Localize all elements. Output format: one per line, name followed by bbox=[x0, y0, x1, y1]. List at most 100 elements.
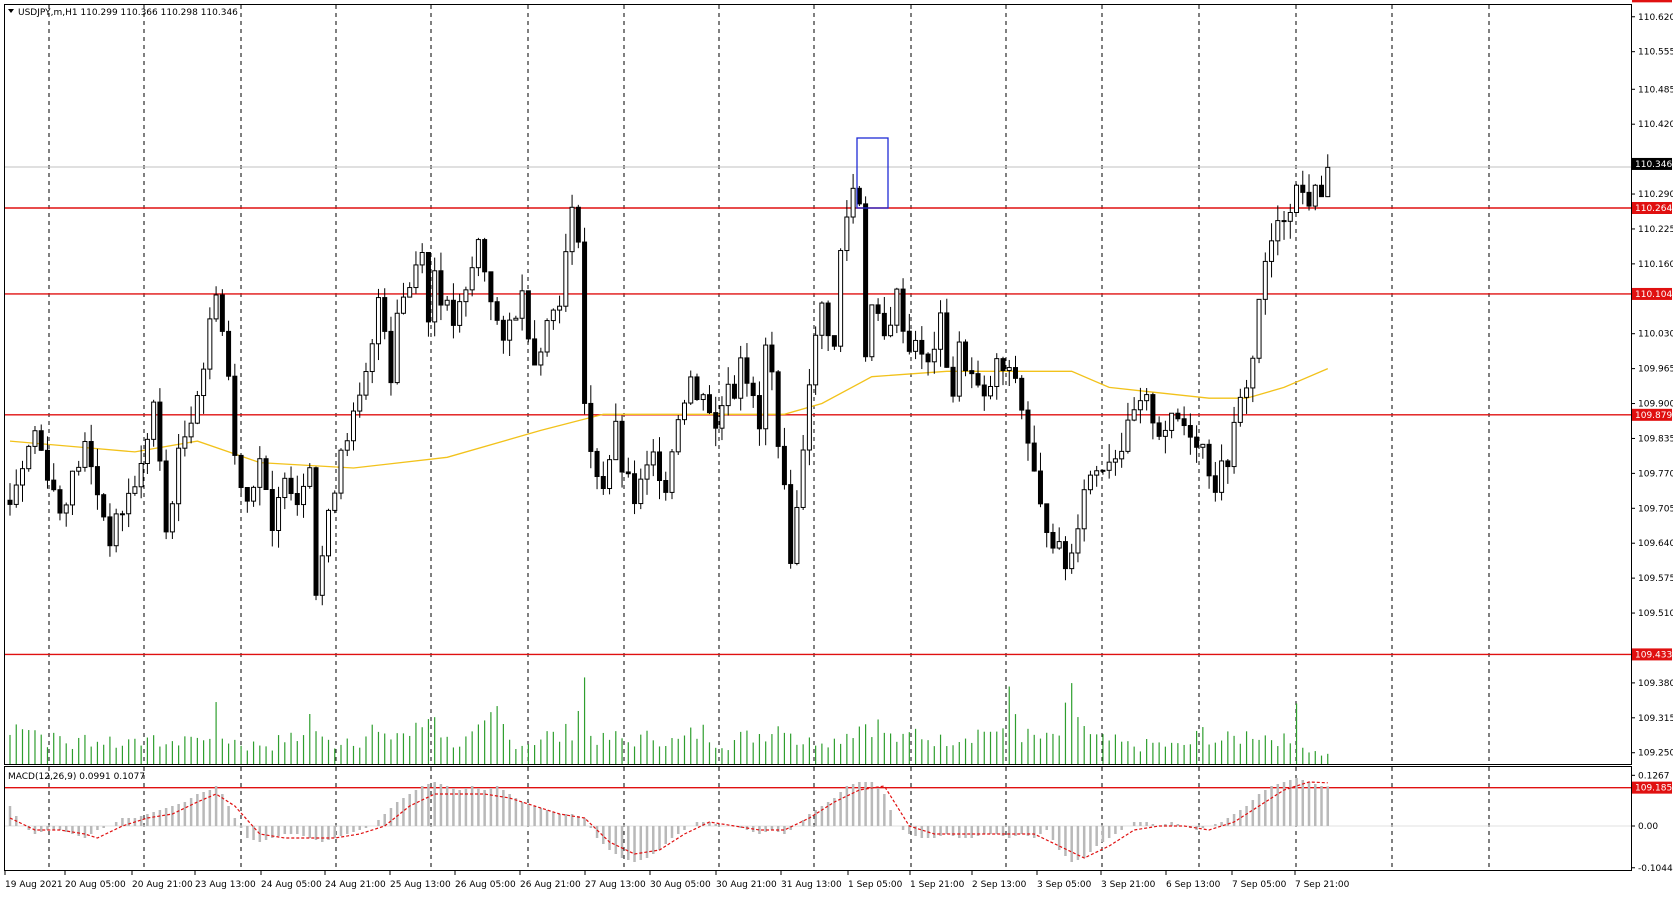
candle-body bbox=[369, 343, 375, 373]
candle-body bbox=[975, 373, 981, 386]
candle-body bbox=[700, 394, 706, 401]
candle-body bbox=[819, 302, 825, 336]
candle-body bbox=[756, 395, 762, 430]
candle-body bbox=[126, 492, 132, 515]
candle-body bbox=[432, 270, 438, 323]
ma-line bbox=[9, 368, 1329, 469]
candle-body bbox=[1000, 358, 1006, 372]
time-tick-label: 30 Aug 21:00 bbox=[716, 880, 777, 890]
candle-body bbox=[888, 324, 894, 337]
price-badge bbox=[1632, 408, 1672, 421]
candle-body bbox=[956, 341, 962, 397]
candle-body bbox=[781, 445, 787, 486]
candle-body bbox=[138, 463, 144, 488]
candle-body bbox=[644, 464, 650, 480]
candle-body bbox=[769, 344, 775, 373]
candle-body bbox=[725, 383, 731, 407]
candle-body bbox=[213, 294, 219, 320]
macd-tick-label: -0.1044 bbox=[1638, 864, 1673, 874]
candle-body bbox=[550, 309, 556, 322]
candle-body bbox=[969, 370, 975, 375]
macd-indicator bbox=[5, 778, 1631, 862]
candle-body bbox=[1037, 470, 1043, 505]
price-tick-label: 109.705 bbox=[1638, 504, 1673, 514]
candle-body bbox=[663, 480, 669, 493]
candle-body bbox=[382, 297, 388, 332]
candle-body bbox=[363, 371, 369, 396]
candle-body bbox=[1137, 400, 1143, 411]
candle-body bbox=[619, 420, 625, 473]
candle-body bbox=[226, 330, 232, 377]
candle-body bbox=[1306, 191, 1312, 207]
candle-body bbox=[294, 493, 300, 506]
candle-body bbox=[1269, 240, 1275, 262]
symbol-info: USDJPY,m,H1 110.299 110.366 110.298 110.… bbox=[18, 8, 238, 18]
candle-body bbox=[963, 341, 969, 372]
candle-body bbox=[931, 348, 937, 363]
candle-body bbox=[875, 304, 881, 314]
candle-body bbox=[232, 375, 238, 456]
candle-body bbox=[450, 299, 456, 326]
price-badge-label: 109.879 bbox=[1635, 411, 1672, 421]
candle-body bbox=[319, 555, 325, 596]
candle-body bbox=[600, 476, 606, 490]
candle-body bbox=[519, 290, 525, 319]
candle-body bbox=[569, 206, 575, 253]
candle-body bbox=[51, 479, 57, 491]
candle-body bbox=[1081, 489, 1087, 530]
candle-body bbox=[1069, 552, 1075, 570]
candle-body bbox=[76, 466, 82, 472]
time-tick-label: 1 Sep 21:00 bbox=[910, 880, 965, 890]
candle-body bbox=[1031, 442, 1037, 472]
candle-body bbox=[1162, 429, 1168, 437]
candle-body bbox=[582, 241, 588, 404]
candle-body bbox=[806, 384, 812, 451]
candle-body bbox=[19, 468, 25, 486]
time-tick-label: 19 Aug 2021 bbox=[5, 880, 63, 890]
candle-body bbox=[169, 503, 175, 533]
candle-body bbox=[744, 357, 750, 384]
price-badge-label: 109.433 bbox=[1635, 650, 1672, 660]
candle-body bbox=[301, 485, 307, 506]
candle-body bbox=[925, 353, 931, 363]
time-tick-label: 27 Aug 13:00 bbox=[585, 880, 646, 890]
candle-body bbox=[413, 264, 419, 289]
price-badge bbox=[1632, 781, 1672, 794]
candle-body bbox=[344, 440, 350, 451]
candle-body bbox=[731, 383, 737, 399]
price-badge bbox=[1632, 648, 1672, 661]
candle-body bbox=[1025, 409, 1031, 444]
price-badge-label: 109.185 bbox=[1635, 784, 1672, 794]
candle-body bbox=[950, 366, 956, 397]
candle-body bbox=[1006, 367, 1012, 372]
candle-body bbox=[32, 430, 38, 447]
time-tick-label: 24 Aug 05:00 bbox=[261, 880, 322, 890]
candle-body bbox=[981, 384, 987, 397]
candle-body bbox=[1156, 422, 1162, 437]
price-badge-label: 110.104 bbox=[1635, 290, 1672, 300]
dropdown-triangle-icon[interactable] bbox=[8, 9, 14, 13]
candle-body bbox=[338, 449, 344, 494]
candle-body bbox=[894, 288, 900, 326]
grid-lines bbox=[48, 5, 1490, 870]
candle-body bbox=[425, 252, 431, 323]
candle-body bbox=[1187, 425, 1193, 438]
horizontal-levels[interactable] bbox=[5, 0, 1631, 789]
candle-body bbox=[1325, 166, 1331, 198]
candle-body bbox=[350, 410, 356, 442]
candle-body bbox=[163, 460, 169, 533]
candle-body bbox=[151, 401, 157, 440]
highlight-box[interactable] bbox=[856, 137, 889, 209]
candle-body bbox=[1194, 436, 1200, 448]
candle-body bbox=[563, 251, 569, 307]
candle-body bbox=[594, 450, 600, 478]
candle-body bbox=[57, 489, 63, 514]
candle-body bbox=[669, 451, 675, 493]
candle-body bbox=[900, 288, 906, 332]
candle-body bbox=[1275, 220, 1281, 242]
candle-body bbox=[1150, 394, 1156, 424]
time-tick-label: 20 Aug 05:00 bbox=[65, 880, 126, 890]
candle-body bbox=[94, 466, 100, 496]
candle-body bbox=[850, 187, 856, 218]
